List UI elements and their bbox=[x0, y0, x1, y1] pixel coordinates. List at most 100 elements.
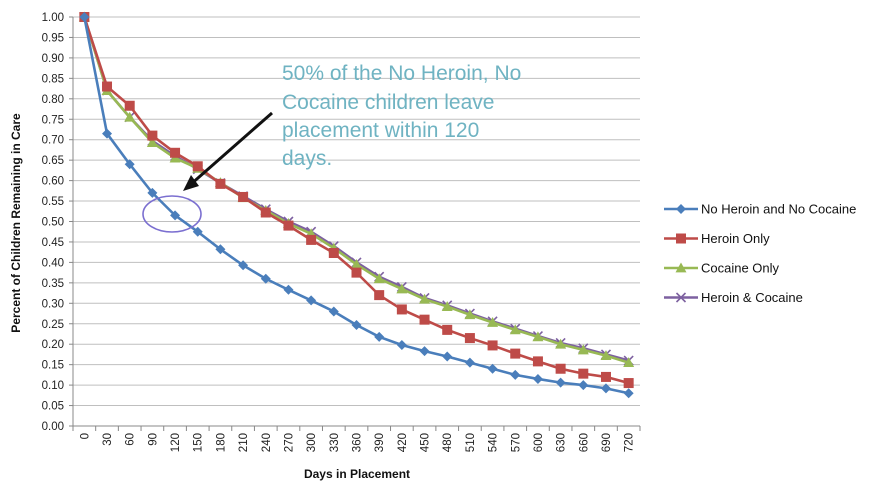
x-tick-label: 720 bbox=[624, 433, 636, 452]
x-tick-label: 60 bbox=[125, 433, 137, 446]
data-point-no-heroin-and-no-cocaine bbox=[578, 380, 589, 391]
legend-item-no-heroin-and-no-cocaine: No Heroin and No Cocaine bbox=[664, 202, 856, 217]
x-tick-label: 150 bbox=[193, 433, 205, 452]
data-point-heroin-only bbox=[215, 178, 226, 189]
y-tick-label: 0.30 bbox=[42, 298, 64, 310]
data-point-cocaine-only bbox=[373, 273, 385, 284]
data-point-cocaine-only bbox=[396, 283, 408, 294]
x-tick-label: 210 bbox=[238, 433, 250, 452]
data-point-no-heroin-and-no-cocaine bbox=[215, 244, 226, 255]
data-point-heroin-only bbox=[147, 130, 158, 141]
data-point-cocaine-only bbox=[464, 309, 476, 320]
data-point-no-heroin-and-no-cocaine bbox=[260, 273, 271, 284]
legend-marker bbox=[675, 262, 687, 273]
y-tick-label: 0.00 bbox=[42, 421, 64, 433]
series-no-heroin-and-no-cocaine bbox=[79, 12, 634, 399]
data-point-no-heroin-and-no-cocaine bbox=[419, 346, 430, 357]
data-point-heroin-only bbox=[487, 340, 498, 351]
data-point-no-heroin-and-no-cocaine bbox=[464, 357, 475, 368]
data-point-cocaine-only bbox=[351, 258, 362, 269]
data-series bbox=[78, 11, 635, 399]
data-point-cocaine-only bbox=[146, 137, 158, 147]
annotation-line-3: placement within 120 bbox=[282, 119, 479, 142]
marker-stroke bbox=[675, 292, 687, 303]
y-tick-label: 0.60 bbox=[42, 176, 64, 188]
data-point-cocaine-only bbox=[532, 331, 544, 342]
data-point-no-heroin-and-no-cocaine bbox=[283, 284, 294, 295]
data-point-no-heroin-and-no-cocaine bbox=[124, 159, 135, 170]
data-point-heroin-only bbox=[102, 81, 113, 92]
x-tick-label: 570 bbox=[510, 433, 522, 452]
y-tick-label: 0.90 bbox=[42, 53, 64, 65]
y-tick-label: 0.10 bbox=[42, 380, 64, 392]
x-tick-label: 180 bbox=[215, 433, 227, 452]
legend-item-cocaine-only: Cocaine Only bbox=[664, 261, 780, 276]
x-tick-label: 630 bbox=[556, 433, 568, 452]
legend-item-heroin-cocaine: Heroin & Cocaine bbox=[664, 290, 803, 305]
legend-label: Cocaine Only bbox=[701, 261, 780, 276]
y-tick-label: 1.00 bbox=[42, 12, 64, 24]
data-point-no-heroin-and-no-cocaine bbox=[555, 377, 566, 388]
y-tick-label: 0.45 bbox=[42, 237, 64, 249]
data-point-no-heroin-and-no-cocaine bbox=[102, 128, 113, 139]
y-tick-label: 0.55 bbox=[42, 196, 64, 208]
data-point-heroin-only bbox=[623, 378, 634, 389]
y-tick-label: 0.25 bbox=[42, 319, 64, 331]
legend-label: No Heroin and No Cocaine bbox=[701, 202, 856, 217]
y-axis-tick-labels: 0.00 0.05 0.10 0.15 0.20 0.25 0.30 0.35 0.40 0.45… bbox=[42, 12, 64, 433]
data-point-no-heroin-and-no-cocaine bbox=[306, 295, 317, 306]
data-point-cocaine-only bbox=[441, 301, 453, 311]
legend-marker bbox=[676, 204, 686, 214]
data-point-no-heroin-and-no-cocaine bbox=[487, 363, 498, 374]
data-point-no-heroin-and-no-cocaine bbox=[79, 12, 90, 22]
data-point-no-heroin-and-no-cocaine bbox=[147, 187, 158, 198]
legend-item-heroin-only: Heroin Only bbox=[664, 231, 770, 246]
data-point-heroin-only bbox=[396, 304, 407, 315]
x-tick-label: 90 bbox=[147, 433, 159, 446]
data-point-heroin-only bbox=[170, 147, 181, 158]
x-tick-label: 30 bbox=[102, 433, 114, 446]
data-point-cocaine-only bbox=[623, 357, 635, 368]
x-tick-label: 450 bbox=[420, 433, 432, 452]
data-point-heroin-only bbox=[328, 247, 339, 258]
x-tick-label: 330 bbox=[329, 433, 341, 452]
chart-legend: No Heroin and No Cocaine Heroin Only Cocai… bbox=[664, 202, 856, 305]
x-tick-label: 420 bbox=[397, 433, 409, 452]
data-point-heroin-only bbox=[306, 234, 317, 245]
y-tick-label: 0.35 bbox=[42, 278, 64, 290]
x-tick-label: 600 bbox=[533, 433, 545, 452]
y-tick-label: 0.70 bbox=[42, 135, 64, 147]
data-point-no-heroin-and-no-cocaine bbox=[192, 226, 203, 237]
data-point-no-heroin-and-no-cocaine bbox=[623, 388, 634, 399]
x-tick-label: 660 bbox=[578, 433, 590, 452]
plot-axes bbox=[69, 16, 641, 431]
y-tick-label: 0.85 bbox=[42, 73, 64, 85]
data-point-heroin-only bbox=[510, 348, 521, 359]
data-point-cocaine-only bbox=[600, 350, 612, 361]
legend-label: Heroin & Cocaine bbox=[701, 290, 803, 305]
x-tick-label: 690 bbox=[601, 433, 613, 452]
data-point-heroin-only bbox=[442, 324, 453, 335]
data-point-heroin-only bbox=[419, 314, 430, 325]
x-tick-label: 0 bbox=[79, 433, 91, 439]
x-axis-title: Days in Placement bbox=[304, 467, 410, 481]
x-tick-label: 390 bbox=[374, 433, 386, 452]
data-point-no-heroin-and-no-cocaine bbox=[170, 210, 181, 221]
x-axis-tick-labels: 0 30 60 90 120 150 180 210 240 270 300 330 360 390 420… bbox=[79, 433, 635, 452]
data-point-heroin-only bbox=[578, 368, 589, 379]
legend-label: Heroin Only bbox=[701, 231, 770, 246]
y-tick-label: 0.15 bbox=[42, 360, 64, 372]
data-point-no-heroin-and-no-cocaine bbox=[510, 369, 521, 380]
annotation-line-4: days. bbox=[282, 147, 332, 170]
data-point-no-heroin-and-no-cocaine bbox=[442, 351, 453, 362]
legend-marker bbox=[675, 292, 687, 303]
data-point-no-heroin-and-no-cocaine bbox=[532, 373, 543, 384]
data-point-no-heroin-and-no-cocaine bbox=[328, 306, 339, 317]
data-point-no-heroin-and-no-cocaine bbox=[351, 319, 362, 330]
y-tick-label: 0.95 bbox=[42, 32, 64, 44]
annotation: 50% of the No Heroin, No Cocaine childre… bbox=[142, 62, 521, 233]
plot-gridlines bbox=[73, 16, 640, 407]
data-point-heroin-only bbox=[260, 207, 271, 218]
data-point-no-heroin-and-no-cocaine bbox=[238, 260, 249, 271]
